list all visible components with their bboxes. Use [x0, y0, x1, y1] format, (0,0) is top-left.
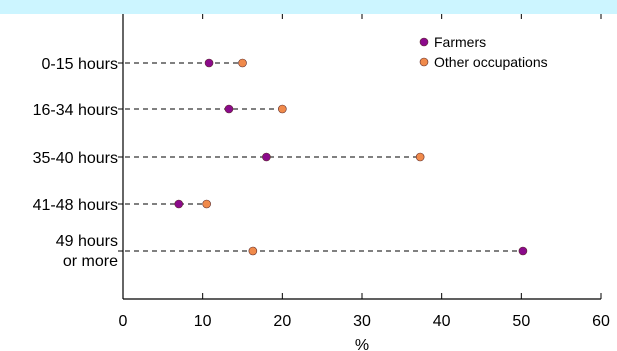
x-axis-title: % [355, 337, 369, 351]
data-point-farmers [518, 246, 528, 256]
x-tick-label: 20 [273, 313, 291, 330]
legend-label: Other occupations [434, 54, 548, 70]
data-points [174, 58, 528, 256]
x-tick-label: 40 [433, 313, 451, 330]
labels: 0 10 20 30 40 50 60% 0-15 hours 16-34 hours 35-40… [33, 56, 610, 351]
data-point-other [238, 58, 247, 68]
legend-label: Farmers [434, 34, 486, 50]
connector-lines [125, 62, 523, 252]
data-point-farmers [204, 58, 214, 68]
top-banner [0, 0, 617, 14]
category-label: 16-34 hours [33, 102, 118, 119]
category-label: or more [63, 253, 118, 270]
x-tick-label: 0 [119, 313, 128, 330]
legend-marker [419, 37, 429, 47]
legend: Farmers Other occupations [419, 34, 548, 70]
legend-marker [419, 57, 429, 67]
x-tick-label: 50 [512, 313, 530, 330]
data-point-other [278, 104, 287, 114]
data-point-other [415, 152, 425, 162]
category-label: 41-48 hours [33, 197, 118, 214]
category-label: 49 hours [56, 233, 118, 250]
x-tick-label: 60 [592, 313, 610, 330]
x-tick-label: 10 [194, 313, 212, 330]
data-point-farmers [262, 152, 271, 162]
data-point-other [248, 246, 258, 256]
x-tick-label: 30 [353, 313, 371, 330]
category-label: 0-15 hours [42, 56, 119, 73]
axes [118, 14, 602, 300]
data-point-farmers [224, 104, 234, 114]
data-point-farmers [174, 199, 184, 209]
data-point-other [202, 199, 211, 209]
category-label: 35-40 hours [33, 150, 118, 167]
